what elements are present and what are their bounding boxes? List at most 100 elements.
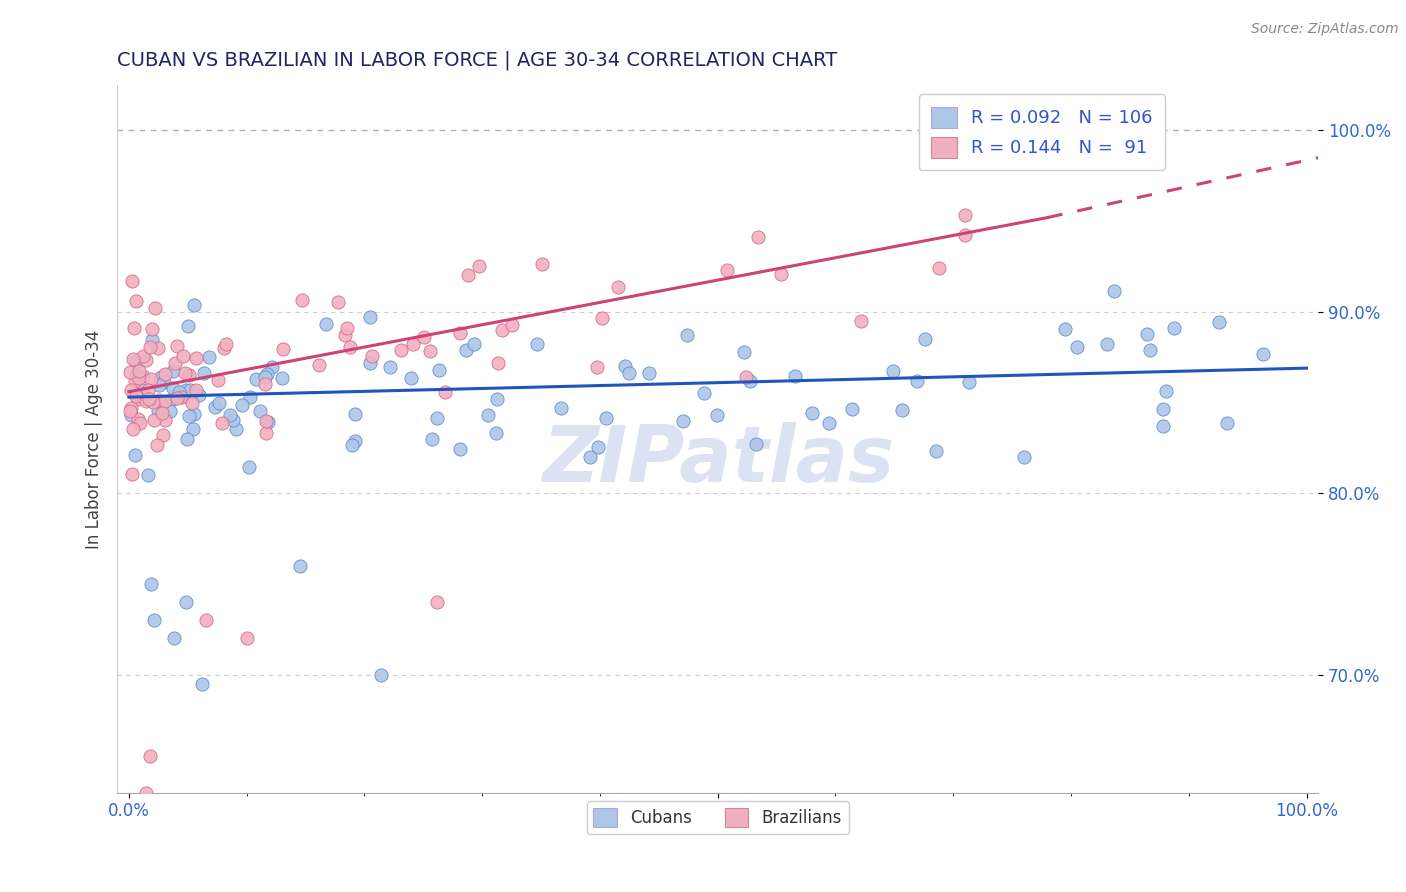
- Point: [128, 370, 150, 384]
- Point: [433, 385, 456, 400]
- Point: [120, 409, 142, 423]
- Point: [1136, 326, 1159, 341]
- Point: [891, 403, 914, 417]
- Point: [134, 391, 156, 405]
- Point: [485, 392, 508, 407]
- Point: [530, 257, 553, 271]
- Point: [617, 366, 640, 380]
- Point: [343, 434, 366, 448]
- Point: [120, 384, 142, 398]
- Point: [177, 318, 200, 333]
- Point: [1163, 321, 1185, 335]
- Point: [162, 381, 184, 395]
- Point: [186, 351, 208, 366]
- Point: [142, 413, 165, 427]
- Point: [146, 438, 169, 452]
- Point: [163, 632, 186, 646]
- Point: [801, 406, 824, 420]
- Point: [120, 403, 142, 417]
- Point: [326, 295, 349, 310]
- Point: [139, 749, 162, 764]
- Point: [1152, 419, 1174, 434]
- Y-axis label: In Labor Force | Age 30-34: In Labor Force | Age 30-34: [86, 329, 103, 549]
- Point: [254, 370, 277, 384]
- Point: [249, 404, 271, 418]
- Point: [121, 274, 143, 288]
- Point: [204, 400, 226, 414]
- Point: [1054, 321, 1077, 335]
- Point: [1066, 340, 1088, 354]
- Point: [136, 467, 159, 482]
- Point: [124, 321, 146, 335]
- Point: [841, 402, 863, 417]
- Point: [141, 322, 163, 336]
- Point: [905, 375, 928, 389]
- Point: [176, 432, 198, 446]
- Point: [131, 349, 153, 363]
- Point: [135, 786, 157, 800]
- Point: [152, 427, 174, 442]
- Point: [449, 326, 471, 340]
- Point: [491, 323, 513, 337]
- Point: [413, 330, 436, 344]
- Point: [135, 353, 157, 368]
- Point: [143, 301, 166, 315]
- Point: [1216, 416, 1239, 430]
- Point: [1152, 402, 1174, 417]
- Point: [214, 337, 236, 351]
- Point: [485, 425, 508, 440]
- Point: [139, 372, 162, 386]
- Point: [139, 340, 162, 354]
- Point: [1139, 343, 1161, 357]
- Point: [148, 378, 170, 392]
- Point: [127, 412, 149, 426]
- Point: [254, 414, 277, 428]
- Point: [150, 406, 173, 420]
- Point: [1208, 315, 1230, 329]
- Point: [291, 293, 314, 307]
- Point: [1104, 284, 1126, 298]
- Point: [179, 384, 201, 398]
- Point: [183, 298, 205, 312]
- Point: [360, 349, 382, 363]
- Point: [218, 409, 240, 423]
- Point: [463, 337, 485, 351]
- Point: [169, 390, 191, 404]
- Point: [740, 374, 762, 388]
- Point: [166, 391, 188, 405]
- Point: [153, 375, 176, 389]
- Point: [606, 280, 628, 294]
- Point: [426, 595, 449, 609]
- Point: [121, 422, 143, 436]
- Point: [235, 632, 257, 646]
- Point: [174, 366, 197, 380]
- Point: [148, 341, 170, 355]
- Point: [153, 367, 176, 381]
- Point: [359, 356, 381, 370]
- Point: [208, 395, 231, 409]
- Point: [389, 343, 412, 357]
- Point: [928, 260, 950, 275]
- Point: [141, 333, 163, 347]
- Point: [148, 393, 170, 408]
- Point: [501, 318, 523, 332]
- Point: [125, 389, 148, 403]
- Point: [256, 368, 278, 382]
- Point: [402, 337, 425, 351]
- Point: [550, 401, 572, 415]
- Point: [378, 360, 401, 375]
- Point: [271, 371, 294, 385]
- Point: [245, 372, 267, 386]
- Point: [138, 392, 160, 406]
- Point: [162, 364, 184, 378]
- Point: [124, 374, 146, 388]
- Point: [222, 413, 245, 427]
- Point: [198, 350, 221, 364]
- Legend: Cubans, Brazilians: Cubans, Brazilians: [586, 801, 849, 834]
- Point: [131, 383, 153, 397]
- Point: [716, 263, 738, 277]
- Point: [579, 450, 602, 465]
- Point: [142, 613, 165, 627]
- Point: [177, 409, 200, 424]
- Point: [454, 343, 477, 357]
